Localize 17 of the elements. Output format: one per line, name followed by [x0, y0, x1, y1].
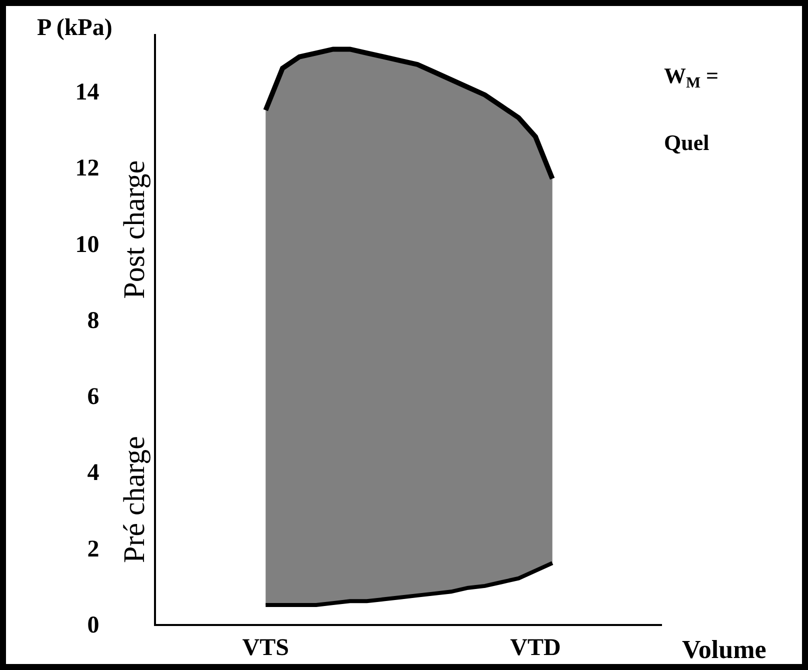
line-series [264, 561, 554, 607]
y-tick-label: 14 [75, 80, 100, 106]
y-tick-label: 0 [87, 612, 100, 638]
x-axis-title: Volume [682, 635, 766, 664]
y-tick-label: 2 [87, 536, 100, 562]
y-tick-label: 8 [87, 308, 100, 334]
y-tick-label: 6 [87, 384, 100, 410]
x-tick-label: VTD [510, 634, 561, 661]
text: Post charge [118, 160, 152, 299]
y-tick-label: 12 [75, 156, 100, 182]
text: Quel [664, 130, 710, 155]
y-tick-label: 10 [75, 232, 100, 258]
x-tick-label: VTS [242, 634, 289, 661]
y-tick-label: 4 [87, 460, 100, 486]
text: Pré charge [118, 436, 151, 563]
y-axis-title: P (kPa) [37, 15, 112, 41]
text: W$_{M}$ = [664, 63, 719, 92]
